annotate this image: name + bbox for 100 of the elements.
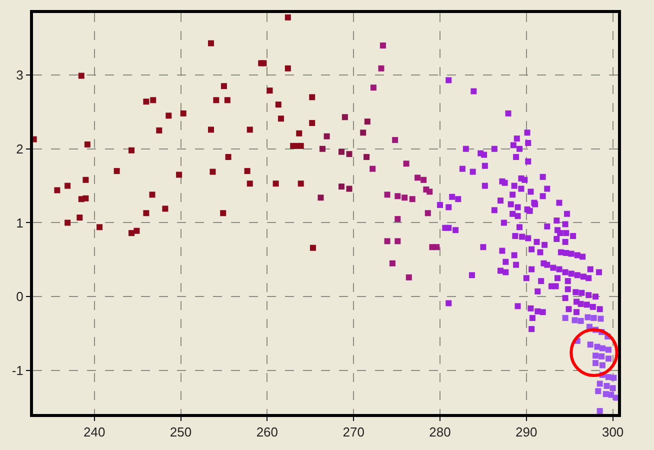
point	[82, 176, 89, 183]
x-tick-label: 260	[256, 424, 278, 440]
point	[608, 392, 614, 398]
point	[364, 154, 370, 160]
point	[394, 238, 401, 244]
point	[310, 244, 316, 251]
point	[599, 345, 606, 352]
point	[562, 315, 568, 321]
point	[610, 385, 616, 392]
point	[402, 194, 408, 201]
point	[406, 274, 412, 280]
point	[346, 151, 352, 158]
y-tick-label: -1	[12, 362, 24, 378]
point	[275, 102, 282, 108]
point	[54, 187, 60, 194]
point	[389, 260, 396, 266]
point	[392, 137, 398, 144]
point	[298, 142, 304, 149]
point	[213, 97, 220, 104]
y-tick-label: 2	[16, 141, 24, 156]
point	[128, 147, 135, 154]
point	[364, 118, 370, 125]
point	[380, 42, 386, 48]
point	[598, 316, 604, 322]
point	[424, 210, 431, 216]
point	[210, 168, 216, 175]
point	[360, 130, 366, 136]
x-tick-label: 300	[602, 424, 624, 440]
point	[272, 180, 279, 187]
point	[244, 168, 250, 174]
y-tick-label: 0	[16, 289, 24, 304]
point	[592, 360, 599, 366]
x-tick-label: 250	[170, 424, 192, 440]
point	[246, 126, 253, 133]
point	[78, 72, 84, 79]
point	[605, 346, 612, 353]
point	[96, 224, 103, 230]
point	[394, 216, 401, 222]
point	[409, 196, 416, 202]
point	[220, 83, 227, 90]
point	[378, 65, 384, 72]
point	[426, 188, 433, 195]
point	[584, 314, 591, 320]
point	[605, 356, 612, 362]
point	[149, 192, 156, 198]
point	[284, 65, 291, 72]
point	[587, 342, 594, 348]
point	[610, 374, 617, 381]
point	[403, 160, 410, 167]
point	[64, 182, 71, 189]
point	[208, 40, 214, 46]
y-tick-label: 1	[16, 215, 24, 230]
point	[225, 154, 232, 160]
point	[324, 133, 330, 140]
point	[296, 130, 302, 136]
point	[338, 184, 344, 190]
point	[578, 318, 584, 324]
point	[604, 382, 610, 389]
point	[596, 408, 603, 414]
point	[595, 388, 602, 394]
point	[598, 353, 605, 360]
point	[208, 126, 214, 133]
point	[224, 97, 230, 104]
point	[134, 228, 140, 234]
point	[384, 192, 390, 198]
point	[318, 194, 324, 201]
point	[143, 98, 150, 105]
point	[76, 214, 83, 221]
point	[176, 172, 182, 178]
point	[298, 180, 304, 187]
point	[220, 210, 226, 216]
x-tick-label: 270	[342, 424, 364, 440]
point	[592, 352, 599, 359]
point	[420, 176, 427, 183]
point	[143, 210, 150, 216]
point	[64, 220, 71, 226]
point	[434, 244, 440, 250]
point	[156, 127, 162, 134]
point	[394, 193, 401, 200]
point	[599, 362, 606, 368]
point	[342, 114, 348, 120]
point	[82, 195, 89, 202]
point	[166, 112, 172, 119]
point	[150, 97, 156, 104]
point	[84, 141, 90, 148]
y-tick-label: 3	[16, 68, 24, 83]
point	[384, 238, 390, 244]
point	[309, 94, 316, 100]
point	[596, 380, 603, 387]
point	[309, 120, 316, 126]
point	[370, 166, 376, 172]
point	[319, 146, 326, 152]
point	[246, 180, 253, 187]
x-tick-label: 240	[84, 424, 106, 440]
point	[590, 315, 597, 321]
point	[572, 317, 578, 324]
point	[284, 14, 291, 20]
x-tick-label: 290	[516, 424, 538, 440]
point	[180, 110, 186, 116]
point	[346, 186, 352, 192]
